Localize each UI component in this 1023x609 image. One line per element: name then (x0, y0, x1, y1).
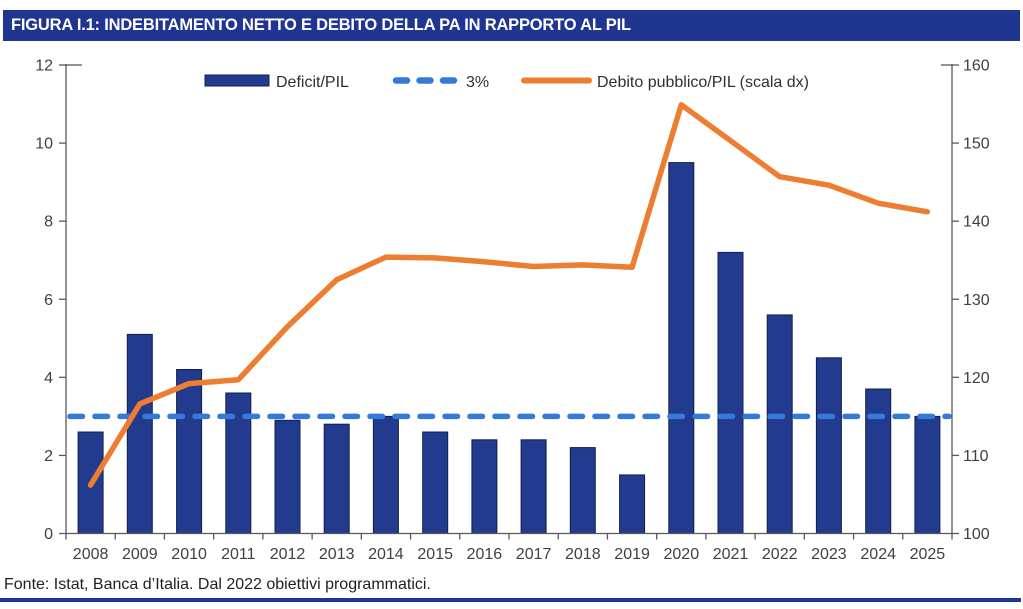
deficit-bars-series (77, 162, 941, 535)
bar-2015 (422, 431, 449, 534)
figure-title-bar: FIGURA I.1: INDEBITAMENTO NETTO E DEBITO… (3, 10, 1020, 41)
bar-2013 (323, 423, 350, 535)
right-tick-label-140: 140 (963, 214, 990, 231)
bar-2014 (372, 415, 399, 534)
bar-2012 (274, 419, 301, 534)
x-label-2015: 2015 (417, 546, 453, 563)
x-label-2011: 2011 (221, 546, 256, 563)
left-tick-label-6: 6 (44, 292, 53, 309)
legend-label-threshold: 3% (466, 74, 489, 91)
bar-2010 (176, 369, 203, 534)
bar-2016 (471, 439, 498, 534)
right-tick-label-150: 150 (963, 136, 990, 153)
left-tick-label-2: 2 (44, 448, 53, 465)
bar-2024 (865, 388, 892, 534)
x-label-2022: 2022 (762, 546, 798, 563)
x-label-2018: 2018 (565, 546, 601, 563)
debt-line (87, 102, 931, 488)
x-label-2008: 2008 (73, 546, 109, 563)
right-tick-label-100: 100 (963, 526, 990, 543)
chart-legend: Deficit/PIL 3% Debito pubblico/PIL (scal… (204, 74, 809, 91)
bar-2017 (520, 439, 547, 534)
x-label-2009: 2009 (122, 546, 158, 563)
axes (59, 64, 959, 540)
bar-2020 (668, 162, 695, 534)
legend-label-debt: Debito pubblico/PIL (scala dx) (597, 74, 809, 91)
x-label-2023: 2023 (811, 546, 847, 563)
x-label-2017: 2017 (516, 546, 552, 563)
x-label-2019: 2019 (614, 546, 650, 563)
left-tick-label-0: 0 (44, 526, 53, 543)
right-tick-label-130: 130 (963, 292, 990, 309)
legend-swatch-deficit-bar (204, 74, 270, 87)
bar-2009 (126, 333, 153, 534)
source-note: Fonte: Istat, Banca d’Italia. Dal 2022 o… (4, 576, 431, 593)
figure-title: FIGURA I.1: INDEBITAMENTO NETTO E DEBITO… (11, 16, 631, 34)
x-label-2014: 2014 (368, 546, 404, 563)
bar-2021 (717, 251, 744, 534)
bar-2019 (619, 474, 646, 534)
left-tick-label-10: 10 (35, 136, 53, 153)
right-tick-label-160: 160 (963, 58, 990, 75)
left-tick-label-4: 4 (44, 370, 53, 387)
bar-2025 (914, 415, 941, 534)
legend-label-deficit: Deficit/PIL (276, 74, 349, 91)
bottom-rule (0, 598, 1021, 602)
x-label-2010: 2010 (171, 546, 207, 563)
axis-tick-labels: 0 2 4 6 8 10 12 100 110 120 130 140 150 160 2008 2009 20… (35, 58, 990, 564)
x-label-2021: 2021 (713, 546, 749, 563)
left-tick-label-8: 8 (44, 214, 53, 231)
x-label-2013: 2013 (319, 546, 355, 563)
x-label-2024: 2024 (860, 546, 896, 563)
right-tick-label-120: 120 (963, 370, 990, 387)
line-series (67, 102, 952, 488)
x-label-2012: 2012 (270, 546, 306, 563)
x-label-2025: 2025 (910, 546, 946, 563)
bar-2022 (766, 314, 793, 534)
bar-2023 (815, 357, 842, 534)
right-tick-label-110: 110 (963, 448, 989, 465)
left-tick-label-12: 12 (35, 58, 53, 75)
bar-2018 (569, 447, 596, 535)
x-label-2020: 2020 (664, 546, 700, 563)
x-label-2016: 2016 (467, 546, 503, 563)
